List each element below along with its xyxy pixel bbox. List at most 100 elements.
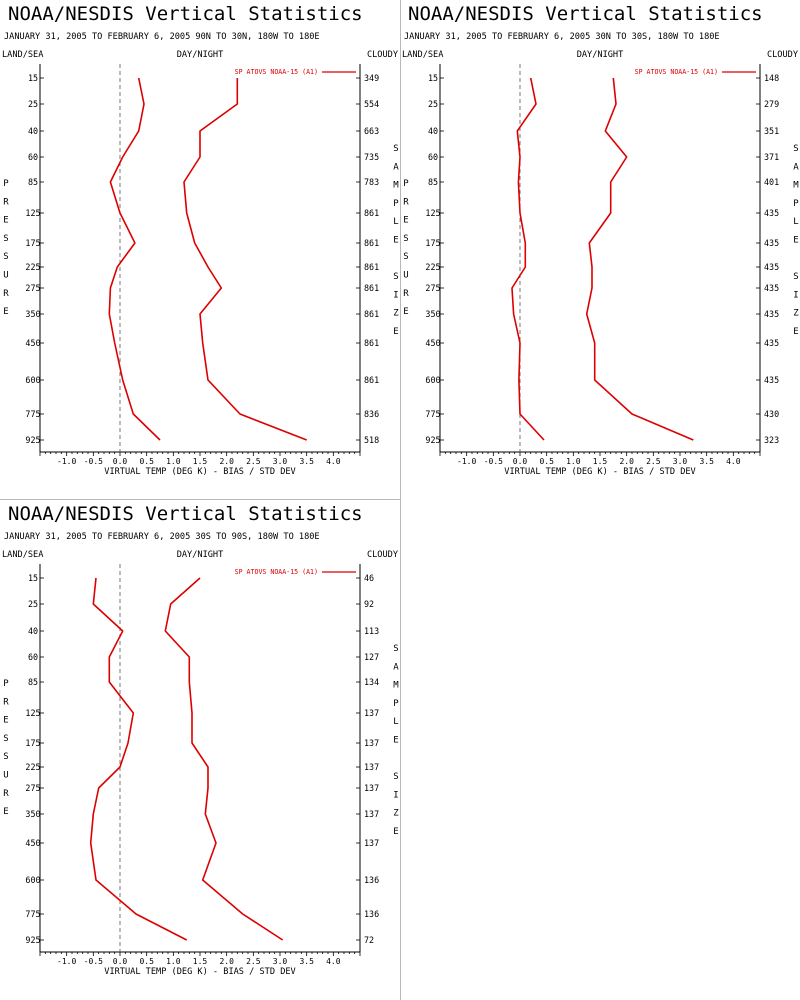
y-axis-right-label-char: Z <box>793 309 799 319</box>
y-axis-label-char: S <box>3 234 8 244</box>
y-axis-right-label-char: E <box>393 236 398 246</box>
pressure-level-label: 25 <box>28 99 38 109</box>
y-axis-right-label-char: L <box>793 217 798 227</box>
x-tick-label: 1.0 <box>166 957 181 966</box>
pressure-level-label: 225 <box>25 262 40 272</box>
x-tick-label: 3.5 <box>299 457 314 466</box>
x-tick-label: 2.5 <box>246 457 261 466</box>
pressure-level-label: 775 <box>25 909 40 919</box>
pressure-level-label: 275 <box>425 283 440 293</box>
panel-divider-vertical <box>400 0 401 1000</box>
sample-size-label: 72 <box>364 935 374 945</box>
pressure-level-label: 350 <box>25 309 40 319</box>
x-tick-label: -0.5 <box>84 957 103 966</box>
x-tick-label: -0.5 <box>484 457 503 466</box>
sample-size-label: 836 <box>364 409 379 419</box>
x-tick-label: 1.0 <box>166 457 181 466</box>
pressure-level-label: 225 <box>25 762 40 772</box>
legend-label: SP ATOVS NOAA-15 (A1) <box>235 68 318 76</box>
pressure-level-label: 85 <box>28 177 38 187</box>
x-tick-label: 2.0 <box>219 957 234 966</box>
y-axis-label-char: R <box>3 789 9 799</box>
y-axis-label-char: P <box>403 179 409 189</box>
pressure-level-label: 225 <box>425 262 440 272</box>
pressure-level-label: 125 <box>25 208 40 218</box>
chart-panel-tropics: NOAA/NESDIS Vertical Statistics JANUARY 3… <box>400 0 800 500</box>
sample-size-label: 861 <box>364 238 379 248</box>
y-axis-right-label-char: Z <box>393 309 399 319</box>
x-tick-label: 4.0 <box>326 957 341 966</box>
header-cloudy: CLOUDY <box>367 550 399 560</box>
y-axis-right-label-char: S <box>393 272 398 282</box>
chart-title: NOAA/NESDIS Vertical Statistics <box>8 3 363 25</box>
pressure-level-label: 125 <box>425 208 440 218</box>
x-tick-label: 1.5 <box>593 457 608 466</box>
pressure-level-label: 175 <box>425 238 440 248</box>
series-line-bias <box>108 77 161 441</box>
y-axis-right-label-char: L <box>393 217 398 227</box>
y-axis-label-char: P <box>3 679 9 689</box>
x-axis-label: VIRTUAL TEMP (DEG K) - BIAS / STD DEV <box>104 967 295 977</box>
y-axis-right-label-char: I <box>393 290 398 300</box>
sample-size-label: 137 <box>364 838 379 848</box>
chart-svg-north: NOAA/NESDIS Vertical Statistics JANUARY 3… <box>2 3 399 477</box>
y-axis-label-char: E <box>3 807 8 817</box>
x-tick-label: -1.0 <box>57 957 76 966</box>
x-tick-label: 2.5 <box>246 957 261 966</box>
pressure-level-label: 40 <box>428 126 438 136</box>
y-axis-right-label-char: E <box>793 327 798 337</box>
sample-size-label: 861 <box>364 208 379 218</box>
sample-size-label: 113 <box>364 626 379 636</box>
pressure-level-label: 15 <box>428 73 438 83</box>
sample-size-label: 137 <box>364 738 379 748</box>
x-tick-label: 3.5 <box>699 457 714 466</box>
pressure-level-label: 450 <box>25 338 40 348</box>
chart-panel-north: NOAA/NESDIS Vertical Statistics JANUARY 3… <box>0 0 400 500</box>
y-axis-right-label-char: I <box>793 290 798 300</box>
y-axis-label-char: E <box>403 216 408 226</box>
x-tick-label: 1.0 <box>566 457 581 466</box>
y-axis-label-char: R <box>403 197 409 207</box>
series-line-std-dev <box>585 77 694 441</box>
legend-label: SP ATOVS NOAA-15 (A1) <box>235 568 318 576</box>
header-land-sea: LAND/SEA <box>2 50 44 60</box>
x-tick-label: -0.5 <box>84 457 103 466</box>
sample-size-label: 861 <box>364 262 379 272</box>
y-axis-label-char: U <box>3 771 8 781</box>
pressure-level-label: 175 <box>25 238 40 248</box>
pressure-level-label: 450 <box>425 338 440 348</box>
sample-size-label: 435 <box>764 238 779 248</box>
pressure-level-label: 350 <box>425 309 440 319</box>
pressure-level-label: 85 <box>28 677 38 687</box>
y-axis-label-char: S <box>3 752 8 762</box>
sample-size-label: 861 <box>364 338 379 348</box>
y-axis-right-label-char: E <box>393 736 398 746</box>
x-tick-label: 1.5 <box>193 457 208 466</box>
pressure-level-label: 450 <box>25 838 40 848</box>
y-axis-right-label-char: M <box>393 681 399 691</box>
y-axis-right-label-char: E <box>393 327 398 337</box>
sample-size-label: 663 <box>364 126 379 136</box>
sample-size-label: 518 <box>364 435 379 445</box>
header-land-sea: LAND/SEA <box>402 50 444 60</box>
chart-title: NOAA/NESDIS Vertical Statistics <box>408 3 763 25</box>
pressure-level-label: 600 <box>425 375 440 385</box>
x-tick-label: 0.0 <box>113 457 128 466</box>
sample-size-label: 435 <box>764 262 779 272</box>
header-day-night: DAY/NIGHT <box>577 50 624 60</box>
x-tick-label: -1.0 <box>457 457 476 466</box>
y-axis-right-label-char: P <box>393 199 399 209</box>
y-axis-right-label-char: P <box>793 199 799 209</box>
sample-size-label: 136 <box>364 909 379 919</box>
sample-size-label: 783 <box>364 177 379 187</box>
sample-size-label: 279 <box>764 99 779 109</box>
pressure-level-label: 85 <box>428 177 438 187</box>
y-axis-label-char: S <box>3 734 8 744</box>
sample-size-label: 349 <box>364 73 379 83</box>
header-land-sea: LAND/SEA <box>2 550 44 560</box>
sample-size-label: 861 <box>364 309 379 319</box>
series-line-bias <box>89 577 188 941</box>
x-axis-label: VIRTUAL TEMP (DEG K) - BIAS / STD DEV <box>104 467 295 477</box>
x-tick-label: 0.5 <box>139 957 154 966</box>
sample-size-label: 735 <box>364 152 379 162</box>
